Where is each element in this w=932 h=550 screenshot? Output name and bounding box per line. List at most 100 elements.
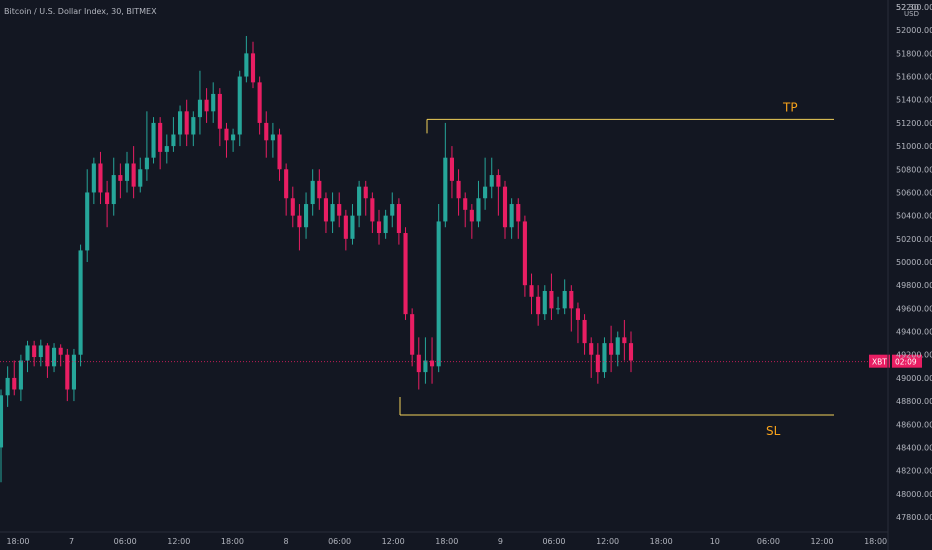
time-tick-label: 06:00 bbox=[328, 537, 351, 546]
candle-body bbox=[250, 53, 256, 83]
time-tick-label: 10 bbox=[710, 537, 720, 546]
candle-body bbox=[555, 308, 561, 310]
candle-body bbox=[575, 308, 581, 320]
price-tick-label: 49000.00 bbox=[896, 374, 932, 383]
price-tick-label-top: 52 30 bbox=[896, 3, 919, 12]
candle-body bbox=[91, 163, 96, 193]
time-tick-label: 12:00 bbox=[596, 537, 619, 546]
candle-body bbox=[310, 180, 315, 205]
candle-body bbox=[264, 122, 269, 141]
candle-body bbox=[522, 221, 527, 286]
price-tick-label: 50000.00 bbox=[896, 258, 932, 267]
candle-body bbox=[171, 134, 176, 147]
candle-body bbox=[410, 314, 415, 355]
time-tick-label: 06:00 bbox=[542, 537, 565, 546]
price-tick-label: 47800.00 bbox=[896, 513, 932, 522]
candle-body bbox=[370, 198, 375, 222]
candle-body bbox=[85, 192, 90, 251]
candle-body bbox=[615, 337, 620, 355]
price-tick-label: 51000.00 bbox=[896, 142, 932, 151]
price-tick-label: 50600.00 bbox=[896, 188, 932, 197]
time-tick-label: 06:00 bbox=[757, 537, 780, 546]
candle-body bbox=[138, 169, 143, 187]
candle-body bbox=[350, 215, 355, 239]
price-tick-label: 51200.00 bbox=[896, 119, 932, 128]
candle-body bbox=[549, 290, 554, 309]
candle-body bbox=[25, 345, 30, 361]
candle-body bbox=[456, 180, 461, 199]
candle-body bbox=[403, 233, 408, 315]
candle-body bbox=[111, 175, 116, 205]
candle-body bbox=[217, 93, 222, 129]
candle-body bbox=[396, 204, 401, 234]
price-tick-label: 50400.00 bbox=[896, 212, 932, 221]
candle-body bbox=[363, 186, 368, 199]
symbol-tag-text: XBT bbox=[872, 358, 887, 367]
candle-body bbox=[429, 360, 435, 367]
candle-body bbox=[416, 354, 421, 373]
candle-body bbox=[357, 186, 362, 216]
candle-body bbox=[257, 82, 262, 123]
time-axis[interactable]: 18:00 7 06:00 12:00 18:00 8 06:00 12:00 18:00 9 06… bbox=[6, 537, 887, 546]
time-tick-label: 06:00 bbox=[114, 537, 137, 546]
candle-body bbox=[476, 198, 481, 222]
candle-body bbox=[509, 204, 514, 228]
candle-body bbox=[197, 99, 203, 118]
candle-body bbox=[211, 93, 216, 112]
candle-body bbox=[536, 296, 541, 315]
candle-body bbox=[443, 157, 448, 222]
candle-layer bbox=[0, 35, 634, 483]
candle-body bbox=[158, 122, 163, 152]
countdown-text: 02:09 bbox=[895, 358, 917, 367]
candle-body bbox=[237, 76, 242, 135]
time-tick-label: 12:00 bbox=[167, 537, 190, 546]
candle-body bbox=[436, 221, 441, 367]
time-tick-label: 9 bbox=[498, 537, 503, 546]
candle-body bbox=[516, 204, 521, 222]
time-tick-label: 12:00 bbox=[810, 537, 833, 546]
price-tick-label: 49200.00 bbox=[896, 351, 932, 360]
candle-body bbox=[423, 360, 428, 373]
candle-body bbox=[184, 111, 189, 135]
candle-body bbox=[78, 250, 83, 355]
candle-body bbox=[277, 134, 282, 170]
candle-body bbox=[204, 99, 209, 112]
candle-body bbox=[65, 354, 70, 390]
candle-body bbox=[496, 175, 501, 187]
candle-body bbox=[343, 215, 348, 239]
candle-body bbox=[177, 111, 183, 135]
candle-body bbox=[118, 175, 123, 181]
candle-body bbox=[337, 204, 342, 216]
time-tick-label: 8 bbox=[283, 537, 288, 546]
candle-body bbox=[98, 163, 103, 193]
price-tick-label: 50800.00 bbox=[896, 165, 932, 174]
chart-title: Bitcoin / U.S. Dollar Index, 30, BITMEX bbox=[4, 7, 157, 16]
time-tick-label: 18:00 bbox=[435, 537, 458, 546]
candle-body bbox=[502, 186, 508, 228]
price-axis[interactable]: 47800.00 48000.00 48200.00 48400.00 48600.00… bbox=[896, 3, 932, 522]
price-tick-label: 49600.00 bbox=[896, 304, 932, 313]
candle-body bbox=[284, 169, 289, 199]
price-tick-label: 51400.00 bbox=[896, 96, 932, 105]
candle-body bbox=[595, 354, 600, 373]
candle-body bbox=[45, 345, 50, 367]
candle-body bbox=[191, 117, 196, 135]
candle-body bbox=[562, 290, 567, 309]
tp-label: TP bbox=[782, 100, 798, 114]
candle-body bbox=[270, 134, 275, 141]
candle-body bbox=[164, 146, 169, 152]
sl-label: SL bbox=[766, 424, 781, 438]
candle-body bbox=[0, 395, 4, 448]
candle-body bbox=[38, 345, 43, 358]
candle-body bbox=[489, 175, 494, 187]
price-tick-label: 48400.00 bbox=[896, 443, 932, 452]
time-tick-label: 18:00 bbox=[650, 537, 673, 546]
price-tick-label: 52000.00 bbox=[896, 26, 932, 35]
candle-body bbox=[144, 157, 149, 170]
countdown-tag bbox=[892, 354, 922, 368]
price-tick-label: 51800.00 bbox=[896, 49, 932, 58]
time-tick-label: 7 bbox=[69, 537, 74, 546]
candle-body bbox=[51, 347, 57, 367]
